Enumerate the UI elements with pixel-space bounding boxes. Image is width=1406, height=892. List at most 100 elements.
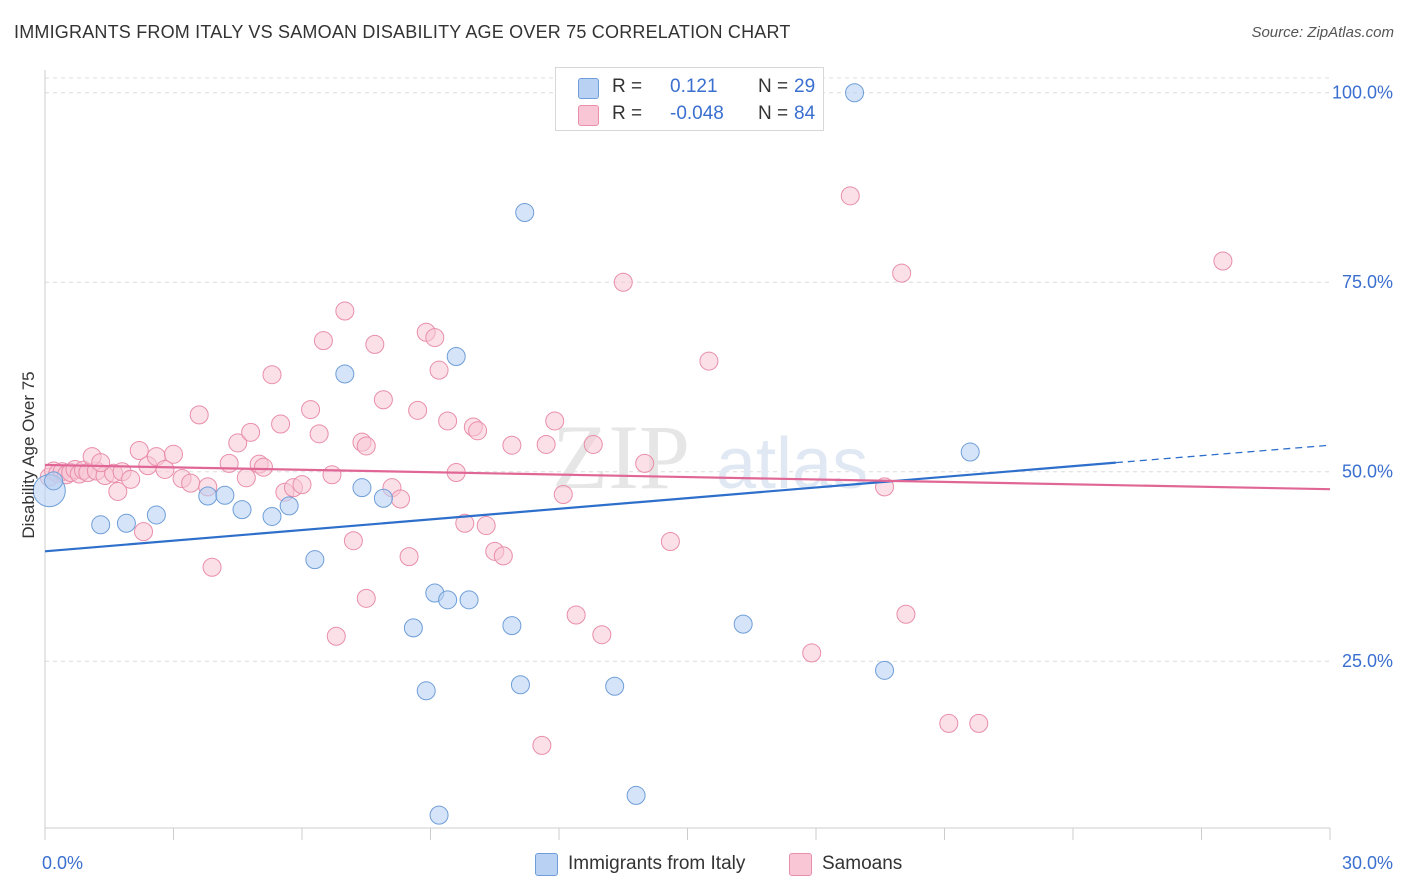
samoan-point	[592, 625, 612, 645]
samoan-point	[129, 441, 149, 461]
y-tick-label: 75.0%	[1342, 272, 1393, 292]
italy-point	[626, 785, 646, 805]
italy-point	[403, 618, 423, 638]
samoan-point	[840, 186, 860, 206]
samoan-point	[181, 473, 201, 493]
source-label: Source: ZipAtlas.com	[1251, 24, 1394, 41]
y-tick-label: 50.0%	[1342, 462, 1393, 482]
samoan-point	[566, 605, 586, 625]
italy-points	[32, 83, 980, 825]
samoan-point	[301, 400, 321, 420]
trend-lines	[44, 444, 1331, 553]
italy-point	[44, 471, 64, 491]
samoan-point	[553, 484, 573, 504]
r-value: -0.048	[670, 103, 724, 124]
y-tick-label: 25.0%	[1342, 651, 1393, 671]
samoan-point	[660, 531, 680, 551]
samoan-point	[356, 436, 376, 456]
italy-point	[262, 506, 282, 526]
samoan-point	[892, 263, 912, 283]
italy-point	[198, 486, 218, 506]
samoan-point	[802, 643, 822, 663]
samoan-point	[425, 328, 445, 348]
stats-legend: R = 0.121 N = 29 R = -0.048 N = 84	[555, 67, 824, 131]
italy-point	[305, 550, 325, 570]
samoan-point	[155, 459, 175, 479]
samoan-point	[896, 604, 916, 624]
samoan-point	[532, 735, 552, 755]
italy-trend-extension	[1115, 444, 1331, 464]
samoans-points	[39, 186, 1233, 755]
samoan-point	[219, 453, 239, 473]
samoan-point	[429, 360, 449, 380]
italy-point	[502, 616, 522, 636]
n-label: N =	[758, 103, 789, 124]
italy-point	[91, 515, 111, 535]
italy-point	[438, 590, 458, 610]
italy-point	[510, 675, 530, 695]
watermark-atlas: atlas	[716, 424, 868, 504]
italy-point	[232, 500, 252, 520]
samoan-point	[365, 334, 385, 354]
samoan-swatch	[578, 105, 599, 126]
samoan-point	[583, 434, 603, 454]
tick-labels: 25.0% 50.0% 75.0% 100.0% 0.0% 30.0%	[42, 83, 1393, 873]
r-label: R =	[612, 103, 643, 124]
samoan-legend-swatch	[789, 853, 812, 876]
n-label: N =	[758, 76, 789, 97]
samoan-point	[326, 626, 346, 646]
italy-point	[515, 203, 535, 223]
samoan-point	[635, 453, 655, 473]
italy-point	[605, 676, 625, 696]
legend-label: Immigrants from Italy	[568, 853, 746, 874]
samoan-point	[1213, 251, 1233, 271]
samoan-point	[613, 272, 633, 292]
italy-point	[875, 660, 895, 680]
samoan-point	[253, 457, 273, 477]
samoan-point	[699, 351, 719, 371]
legend-label: Samoans	[822, 853, 903, 874]
samoan-point	[271, 414, 291, 434]
samoan-point	[236, 468, 256, 488]
samoan-point	[455, 513, 475, 533]
samoan-point	[322, 465, 342, 485]
samoan-point	[228, 433, 248, 453]
samoan-point	[536, 434, 556, 454]
italy-point	[459, 590, 479, 610]
samoan-point	[335, 301, 355, 321]
grid-lines	[45, 77, 1330, 662]
r-label: R =	[612, 76, 643, 97]
samoan-point	[391, 489, 411, 509]
samoan-point	[164, 444, 183, 464]
samoan-trend-line	[44, 463, 1331, 491]
n-value: 29	[794, 76, 816, 97]
samoan-point	[189, 405, 209, 425]
samoan-point	[545, 411, 565, 431]
n-value: 84	[794, 103, 816, 124]
samoan-point	[476, 516, 496, 536]
r-value: 0.121	[670, 76, 718, 97]
samoan-point	[438, 411, 458, 431]
samoan-point	[493, 546, 513, 566]
y-axis-label: Disability Age Over 75	[19, 371, 38, 538]
italy-point	[733, 614, 753, 634]
italy-point	[373, 488, 393, 508]
italy-point	[429, 805, 449, 825]
chart-title: IMMIGRANTS FROM ITALY VS SAMOAN DISABILI…	[14, 22, 791, 42]
samoan-point	[373, 390, 393, 410]
samoan-point	[121, 469, 141, 489]
samoan-point	[292, 475, 312, 495]
samoan-point	[356, 588, 376, 608]
italy-trend-line	[44, 461, 1116, 553]
italy-point	[446, 347, 466, 367]
samoan-point	[134, 522, 154, 542]
samoan-point	[241, 422, 261, 442]
x-tick-label: 0.0%	[42, 853, 83, 873]
samoan-point	[969, 713, 989, 733]
samoan-point	[939, 713, 959, 733]
italy-point	[416, 681, 436, 701]
samoan-point	[408, 400, 428, 420]
italy-point	[146, 505, 166, 525]
samoan-point	[108, 481, 128, 501]
